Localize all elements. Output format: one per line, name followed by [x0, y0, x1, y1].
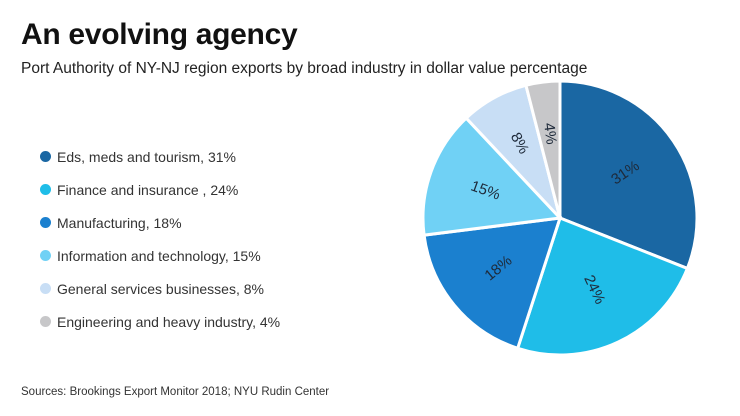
source-note: Sources: Brookings Export Monitor 2018; … — [21, 386, 330, 398]
slice-data-label: 4% — [540, 122, 560, 146]
legend-marker — [40, 217, 51, 228]
pie-slice — [421, 116, 564, 237]
pie-slice — [524, 79, 562, 219]
legend: Eds, meds and tourism, 31% Finance and in… — [40, 140, 280, 338]
legend-marker — [40, 283, 51, 294]
legend-item: Information and technology, 15% — [40, 239, 280, 272]
legend-item: Engineering and heavy industry, 4% — [40, 305, 280, 338]
pie-slice — [558, 79, 699, 271]
legend-marker — [40, 250, 51, 261]
legend-label: Finance and insurance , 24% — [57, 181, 239, 198]
legend-label: Information and technology, 15% — [57, 247, 261, 264]
legend-item: Eds, meds and tourism, 31% — [40, 140, 280, 173]
chart-title: An evolving agency — [21, 18, 298, 51]
legend-label: Engineering and heavy industry, 4% — [57, 313, 281, 330]
legend-label: General services businesses, 8% — [57, 280, 264, 297]
legend-marker — [40, 151, 51, 162]
legend-item: General services businesses, 8% — [40, 272, 280, 305]
legend-item: Finance and insurance , 24% — [40, 173, 280, 206]
legend-marker — [40, 184, 51, 195]
chart-subtitle: Port Authority of NY-NJ region exports b… — [21, 60, 588, 77]
legend-item: Manufacturing, 18% — [40, 206, 280, 239]
legend-marker — [40, 316, 51, 327]
pie-slice — [515, 216, 690, 357]
pie-slice — [422, 216, 563, 351]
legend-label: Manufacturing, 18% — [57, 214, 182, 231]
legend-label: Eds, meds and tourism, 31% — [57, 148, 236, 165]
